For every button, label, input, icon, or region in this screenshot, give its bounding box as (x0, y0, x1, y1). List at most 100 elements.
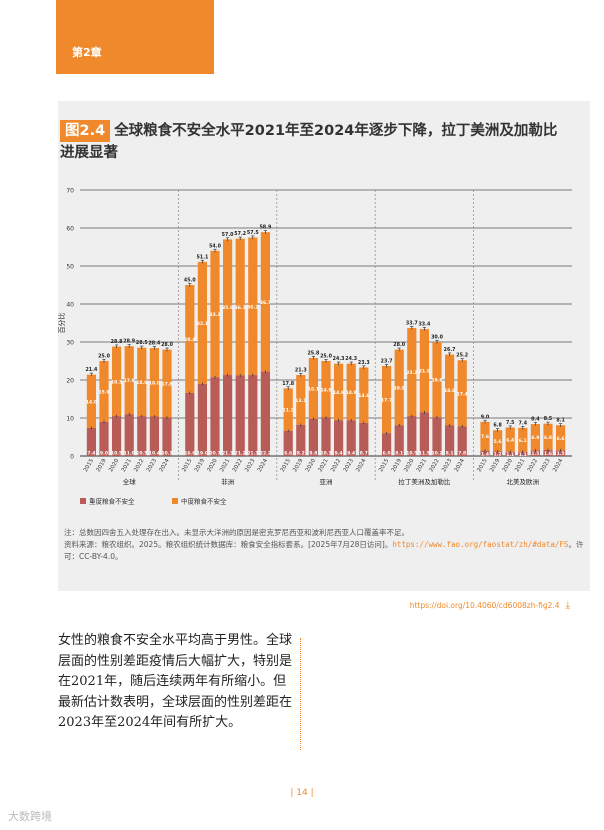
x-tick-label: 2015 (181, 458, 193, 474)
severe-label: 22.2 (260, 451, 271, 457)
bar-severe (112, 416, 122, 456)
moderate-label: 6.4 (506, 438, 514, 444)
severe-label: 10.1 (161, 451, 172, 457)
severe-label: 7.4 (87, 451, 95, 457)
bar-severe (432, 417, 442, 456)
total-label: 25.0 (320, 354, 332, 360)
download-icon[interactable]: ⤓ (565, 600, 570, 611)
moderate-label: 36.1 (235, 305, 246, 311)
x-tick-label: 2015 (83, 458, 95, 474)
moderate-label: 6.9 (531, 435, 539, 441)
severe-label: 8.1 (446, 451, 454, 457)
bar-severe (223, 375, 233, 456)
watermark: 大数跨境 (8, 808, 52, 824)
moderate-label: 35.6 (222, 305, 233, 311)
source-link[interactable]: https://www.fao.org/faostat/zh/#data/FS (392, 540, 569, 549)
total-label: 28.9 (123, 339, 135, 345)
group-label: 拉丁美洲及加勒比 (398, 477, 451, 486)
legend-label: 中度粮食不安全 (181, 497, 227, 506)
bar-moderate (260, 232, 270, 372)
total-label: 30.0 (431, 335, 443, 341)
legend-swatch (172, 498, 178, 504)
severe-label: 21.2 (235, 451, 246, 457)
bar-moderate (283, 388, 293, 431)
bar-severe (493, 451, 503, 456)
bar-moderate (197, 261, 207, 384)
bar-severe (556, 450, 566, 456)
severe-label: 21.3 (247, 451, 258, 457)
moderate-label: 15.9 (98, 389, 109, 395)
bar-moderate (382, 365, 392, 434)
moderate-label: 14.6 (358, 393, 369, 399)
source-prefix: 资料来源：粮农组织。2025。粮农组织统计数据库：粮食安全指标套系。[2025年… (64, 540, 393, 549)
bar-severe (334, 420, 344, 456)
total-label: 33.7 (406, 320, 418, 326)
severe-label: 11.0 (124, 451, 135, 457)
bar-severe (480, 450, 490, 456)
watermark-text: 大数跨境 (8, 810, 52, 823)
total-label: 21.3 (295, 368, 307, 374)
x-tick-label: 2021 (219, 458, 231, 473)
bar-moderate (185, 285, 195, 393)
total-label: 6.8 (493, 423, 502, 429)
bar-severe (248, 375, 258, 456)
x-tick-label: 2022 (330, 458, 342, 473)
source-text: 资料来源：粮农组织。2025。粮农组织统计数据库：粮食安全指标套系。[2025年… (64, 539, 584, 563)
total-label: 25.2 (456, 353, 468, 359)
bar-severe (457, 426, 467, 456)
total-label: 28.4 (148, 341, 160, 347)
severe-label: 16.6 (184, 451, 195, 457)
y-axis-label: 百分比 (58, 313, 66, 334)
total-label: 24.3 (333, 356, 345, 362)
bar-severe (162, 417, 172, 456)
moderate-label: 16.1 (308, 386, 319, 392)
x-tick-label: 2021 (121, 458, 133, 473)
bar-severe (346, 420, 356, 456)
total-label: 8.4 (531, 417, 540, 423)
moderate-label: 17.4 (457, 391, 468, 397)
doi-link[interactable]: https://doi.org/10.4060/cd6008zh-fig2.4 ⤓ (410, 600, 570, 611)
dotted-divider (300, 638, 301, 750)
severe-label: 6.6 (284, 451, 292, 457)
moderate-label: 36.2 (247, 304, 258, 310)
bar-moderate (445, 354, 455, 426)
y-tick-label: 20 (66, 378, 74, 385)
total-label: 8.1 (556, 418, 565, 424)
x-tick-label: 2022 (527, 458, 539, 473)
severe-label: 21.3 (222, 451, 233, 457)
x-tick-label: 2022 (133, 458, 145, 473)
bar-moderate (223, 239, 233, 376)
bar-severe (86, 427, 96, 456)
y-tick-label: 40 (66, 302, 74, 309)
moderate-label: 14.0 (86, 399, 97, 405)
bar-moderate (334, 363, 344, 421)
total-label: 28.0 (161, 342, 173, 348)
total-label: 8.5 (544, 416, 553, 422)
x-tick-label: 2024 (159, 458, 171, 474)
bar-moderate (530, 424, 540, 451)
severe-label: 7.8 (458, 451, 466, 457)
total-label: 25.0 (98, 354, 110, 360)
figure-panel (58, 101, 590, 591)
total-label: 26.7 (444, 347, 456, 353)
total-label: 17.8 (282, 381, 294, 387)
severe-label: 9.8 (309, 451, 317, 457)
x-tick-label: 2015 (378, 458, 390, 474)
bar-severe (137, 416, 147, 456)
doi-text[interactable]: https://doi.org/10.4060/cd6008zh-fig2.4 (409, 601, 560, 610)
total-label: 9.0 (481, 414, 490, 420)
y-tick-label: 0 (70, 454, 74, 461)
legend-swatch (80, 498, 86, 504)
bar-moderate (346, 363, 356, 421)
moderate-label: 19.8 (431, 378, 442, 384)
bar-moderate (505, 427, 515, 452)
moderate-label: 18.6 (444, 388, 455, 394)
y-tick-label: 70 (66, 188, 74, 195)
x-tick-label: 2023 (540, 458, 552, 474)
y-tick-label: 50 (66, 264, 74, 271)
x-tick-label: 2024 (257, 458, 269, 474)
bar-moderate (210, 250, 220, 378)
bar-severe (124, 414, 134, 456)
bar-severe (99, 421, 109, 456)
moderate-label: 6.1 (519, 438, 527, 444)
